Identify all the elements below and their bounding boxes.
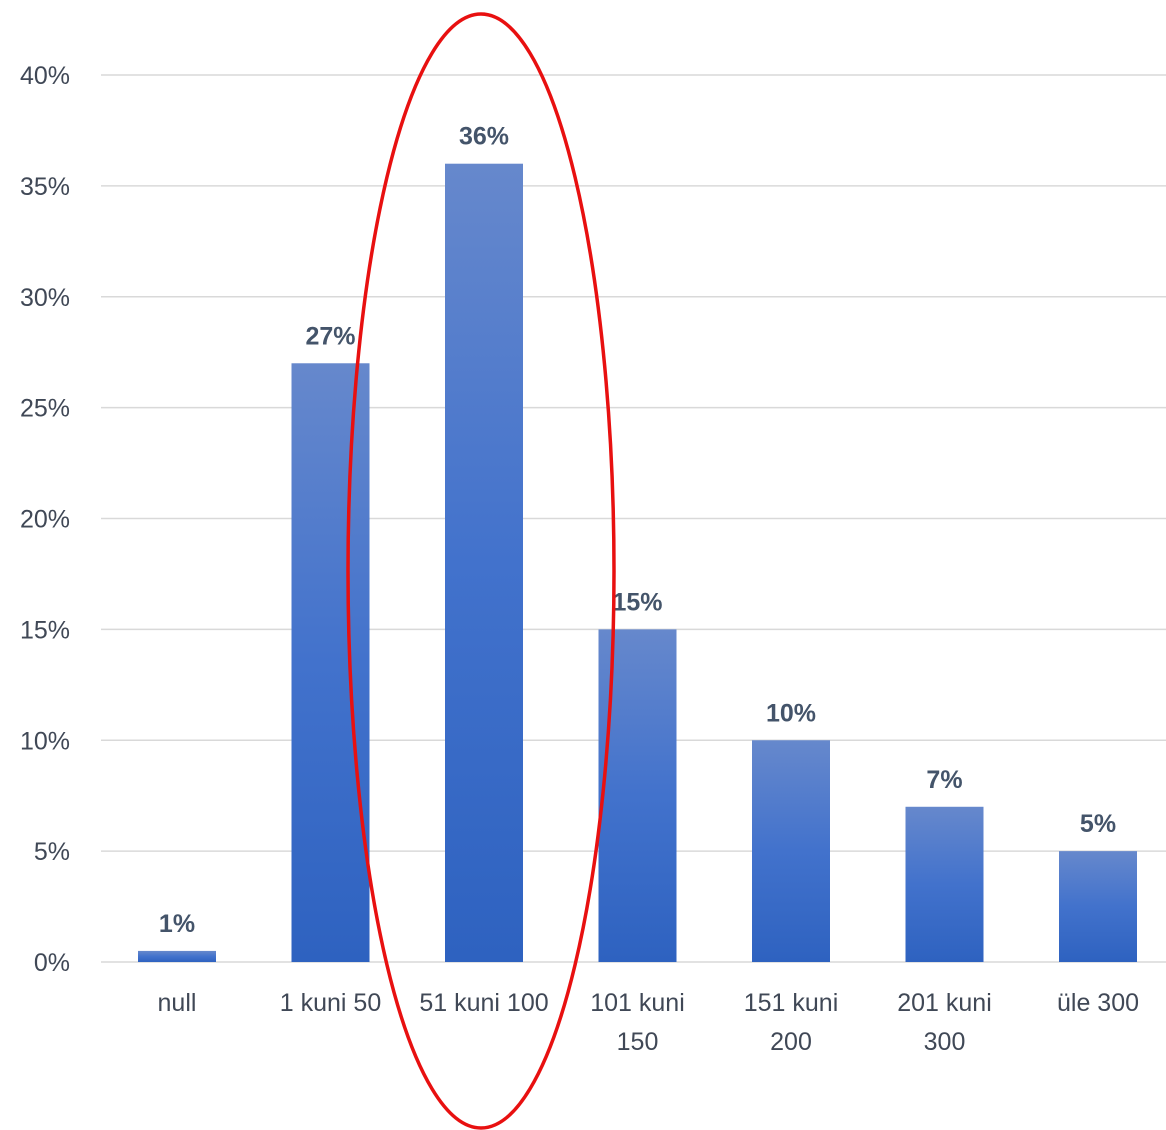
- highlight-ellipse: [346, 12, 616, 1130]
- highlight-overlay: [346, 12, 616, 1130]
- y-axis-ticks: 0% 5% 10% 15% 20% 25% 30% 35% 40%: [20, 62, 70, 977]
- x-tick-label: null: [158, 989, 197, 1017]
- y-tick-label: 10%: [20, 727, 70, 755]
- y-tick-label: 35%: [20, 173, 70, 201]
- data-label: 15%: [612, 588, 662, 616]
- data-label: 1%: [159, 910, 195, 938]
- bars: [138, 163, 1137, 962]
- bar: [905, 806, 984, 962]
- x-tick-label: 201 kuni: [897, 989, 992, 1017]
- y-tick-label: 20%: [20, 506, 70, 534]
- data-label: 5%: [1080, 810, 1116, 838]
- x-tick-label: 51 kuni 100: [419, 989, 548, 1017]
- bar: [291, 363, 370, 962]
- x-tick-label: 1 kuni 50: [280, 989, 381, 1017]
- gridlines: [101, 74, 1166, 963]
- x-tick-label: 151 kuni: [744, 989, 839, 1017]
- bar: [138, 950, 216, 962]
- x-axis-labels: null 1 kuni 50 51 kuni 100 101 kuni 150 151 k…: [158, 989, 1139, 1056]
- data-label: 10%: [766, 699, 816, 727]
- x-tick-label: 200: [770, 1028, 812, 1056]
- y-tick-label: 0%: [34, 949, 70, 977]
- y-tick-label: 5%: [34, 838, 70, 866]
- x-tick-label: üle 300: [1057, 989, 1139, 1017]
- data-labels: 1% 27% 36% 15% 10% 7% 5%: [159, 123, 1116, 938]
- y-tick-label: 15%: [20, 616, 70, 644]
- data-label: 7%: [926, 766, 962, 794]
- y-tick-label: 25%: [20, 395, 70, 423]
- x-tick-label: 150: [617, 1028, 659, 1056]
- bar: [1059, 851, 1137, 962]
- y-tick-label: 40%: [20, 62, 70, 90]
- data-label: 27%: [305, 322, 355, 350]
- bar: [445, 163, 523, 962]
- x-tick-label: 300: [924, 1028, 966, 1056]
- bar: [752, 740, 830, 962]
- data-label: 36%: [459, 123, 509, 151]
- y-tick-label: 30%: [20, 284, 70, 312]
- x-tick-label: 101 kuni: [590, 989, 685, 1017]
